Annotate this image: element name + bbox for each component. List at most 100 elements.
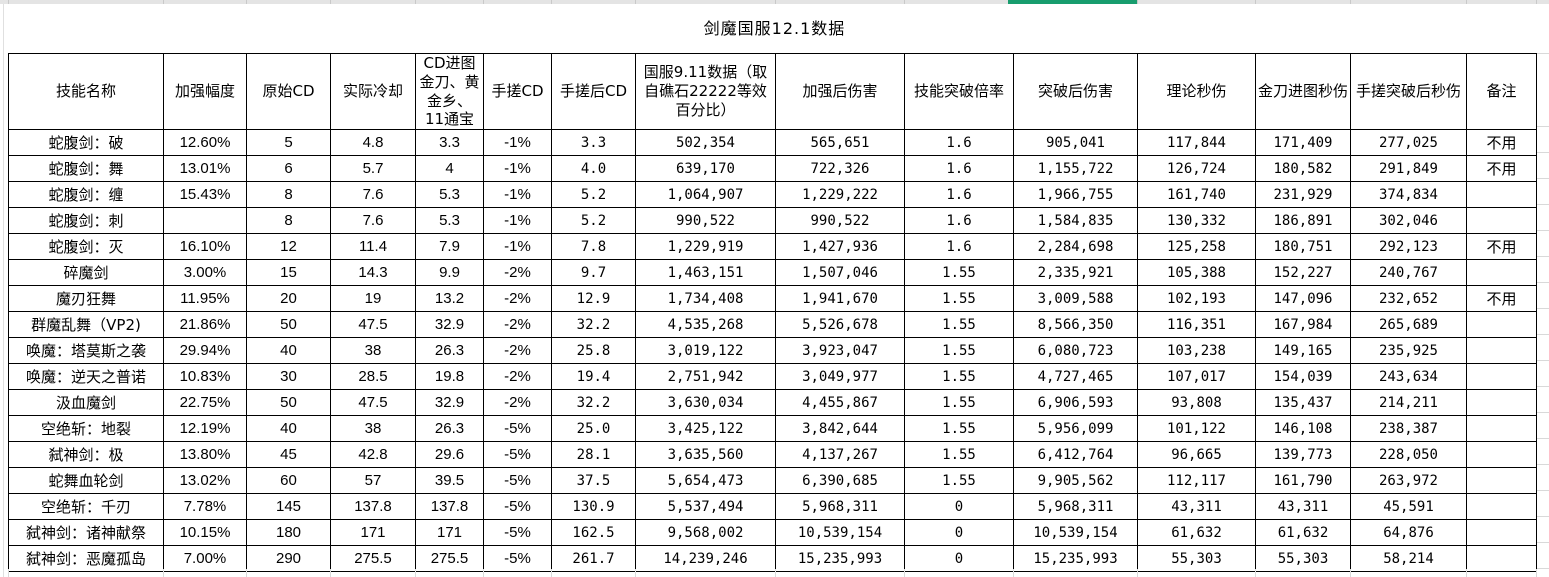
table-cell[interactable]: 蛇舞血轮剑 — [8, 467, 164, 494]
table-cell[interactable]: 30 — [246, 363, 331, 390]
table-cell[interactable] — [1466, 389, 1537, 416]
table-cell[interactable]: 101,122 — [1137, 415, 1256, 442]
table-cell[interactable]: 5,537,494 — [635, 493, 776, 520]
table-cell[interactable]: 64,876 — [1350, 519, 1467, 546]
table-cell[interactable]: 3.3 — [551, 129, 636, 156]
table-cell[interactable]: 6 — [246, 155, 331, 182]
table-cell[interactable]: 3,842,644 — [775, 415, 905, 442]
table-cell[interactable]: 139,773 — [1255, 441, 1351, 468]
table-cell[interactable]: 102,193 — [1137, 285, 1256, 312]
table-cell[interactable]: 8,566,350 — [1013, 311, 1138, 338]
table-cell[interactable]: 171 — [330, 519, 416, 546]
table-cell[interactable]: 40 — [246, 415, 331, 442]
table-cell[interactable]: -1% — [483, 207, 552, 234]
table-cell[interactable] — [1466, 519, 1537, 546]
table-cell[interactable]: 弑神剑：极 — [8, 441, 164, 468]
table-cell[interactable]: -5% — [483, 415, 552, 442]
table-cell[interactable]: 231,929 — [1255, 181, 1351, 208]
table-cell[interactable]: 32.2 — [551, 311, 636, 338]
table-cell[interactable]: 243,634 — [1350, 363, 1467, 390]
table-cell[interactable]: 25.8 — [551, 337, 636, 364]
table-cell[interactable]: 161,790 — [1255, 467, 1351, 494]
table-cell[interactable]: -2% — [483, 259, 552, 286]
table-cell[interactable]: 137.8 — [415, 493, 484, 520]
table-cell[interactable]: 4,137,267 — [775, 441, 905, 468]
table-cell[interactable]: 弑神剑：诸神献祭 — [8, 519, 164, 546]
table-cell[interactable]: 10,539,154 — [775, 519, 905, 546]
table-cell[interactable]: 1.6 — [904, 129, 1014, 156]
table-cell[interactable]: 3.3 — [415, 129, 484, 156]
table-cell[interactable]: 0 — [904, 545, 1014, 572]
table-cell[interactable]: 9,905,562 — [1013, 467, 1138, 494]
table-cell[interactable]: 1,463,151 — [635, 259, 776, 286]
table-cell[interactable] — [1466, 207, 1537, 234]
table-cell[interactable]: -2% — [483, 363, 552, 390]
table-cell[interactable]: 47.5 — [330, 389, 416, 416]
table-cell[interactable]: 14.3 — [330, 259, 416, 286]
table-cell[interactable]: 2,751,942 — [635, 363, 776, 390]
table-cell[interactable]: 5 — [246, 129, 331, 156]
table-cell[interactable]: 32.9 — [415, 389, 484, 416]
table-cell[interactable]: 43,311 — [1255, 493, 1351, 520]
table-cell[interactable]: 55,303 — [1137, 545, 1256, 572]
table-cell[interactable]: 55,303 — [1255, 545, 1351, 572]
table-cell[interactable]: 9,568,002 — [635, 519, 776, 546]
table-cell[interactable]: 1.55 — [904, 363, 1014, 390]
table-cell[interactable]: 蛇腹剑：灭 — [8, 233, 164, 260]
table-cell[interactable]: 0 — [904, 519, 1014, 546]
table-cell[interactable]: 32.9 — [415, 311, 484, 338]
table-cell[interactable]: 不用 — [1466, 129, 1537, 156]
table-cell[interactable]: -2% — [483, 337, 552, 364]
table-cell[interactable]: 0 — [904, 493, 1014, 520]
table-cell[interactable]: 3,049,977 — [775, 363, 905, 390]
table-cell[interactable]: 1.6 — [904, 155, 1014, 182]
table-cell[interactable]: 12.60% — [163, 129, 247, 156]
table-cell[interactable]: -1% — [483, 129, 552, 156]
table-cell[interactable]: 107,017 — [1137, 363, 1256, 390]
table-cell[interactable]: 116,351 — [1137, 311, 1256, 338]
table-cell[interactable] — [1466, 337, 1537, 364]
table-cell[interactable]: 蛇腹剑：刺 — [8, 207, 164, 234]
table-cell[interactable]: 7.78% — [163, 493, 247, 520]
table-cell[interactable]: 16.10% — [163, 233, 247, 260]
table-cell[interactable]: 235,925 — [1350, 337, 1467, 364]
table-cell[interactable]: 7.00% — [163, 545, 247, 572]
table-cell[interactable]: 15 — [246, 259, 331, 286]
table-cell[interactable]: 3,630,034 — [635, 389, 776, 416]
table-cell[interactable]: 碎魔剑 — [8, 259, 164, 286]
table-cell[interactable]: 不用 — [1466, 155, 1537, 182]
table-cell[interactable]: 291,849 — [1350, 155, 1467, 182]
table-cell[interactable] — [1466, 441, 1537, 468]
table-cell[interactable]: 13.02% — [163, 467, 247, 494]
table-cell[interactable]: 214,211 — [1350, 389, 1467, 416]
table-cell[interactable]: 5.2 — [551, 181, 636, 208]
table-cell[interactable]: 61,632 — [1255, 519, 1351, 546]
table-cell[interactable]: 14,239,246 — [635, 545, 776, 572]
table-cell[interactable]: 502,354 — [635, 129, 776, 156]
table-cell[interactable]: 137.8 — [330, 493, 416, 520]
table-cell[interactable]: 8 — [246, 181, 331, 208]
table-cell[interactable]: 1.55 — [904, 259, 1014, 286]
table-cell[interactable]: 9.7 — [551, 259, 636, 286]
table-cell[interactable]: 374,834 — [1350, 181, 1467, 208]
table-cell[interactable]: 50 — [246, 311, 331, 338]
table-cell[interactable]: 152,227 — [1255, 259, 1351, 286]
table-cell[interactable]: 1.55 — [904, 441, 1014, 468]
table-cell[interactable]: 105,388 — [1137, 259, 1256, 286]
table-cell[interactable]: 2,335,921 — [1013, 259, 1138, 286]
table-cell[interactable]: 1.6 — [904, 207, 1014, 234]
table-cell[interactable]: 26.3 — [415, 415, 484, 442]
table-cell[interactable]: 8 — [246, 207, 331, 234]
table-cell[interactable]: 15.43% — [163, 181, 247, 208]
table-cell[interactable]: 5.2 — [551, 207, 636, 234]
table-cell[interactable]: 1,507,046 — [775, 259, 905, 286]
table-cell[interactable]: 13.2 — [415, 285, 484, 312]
table-cell[interactable]: 22.75% — [163, 389, 247, 416]
table-cell[interactable]: 40 — [246, 337, 331, 364]
table-cell[interactable]: 29.6 — [415, 441, 484, 468]
table-cell[interactable]: 28.5 — [330, 363, 416, 390]
table-cell[interactable]: 3,923,047 — [775, 337, 905, 364]
table-cell[interactable]: 19.8 — [415, 363, 484, 390]
table-cell[interactable]: 10.83% — [163, 363, 247, 390]
table-cell[interactable]: 3,635,560 — [635, 441, 776, 468]
